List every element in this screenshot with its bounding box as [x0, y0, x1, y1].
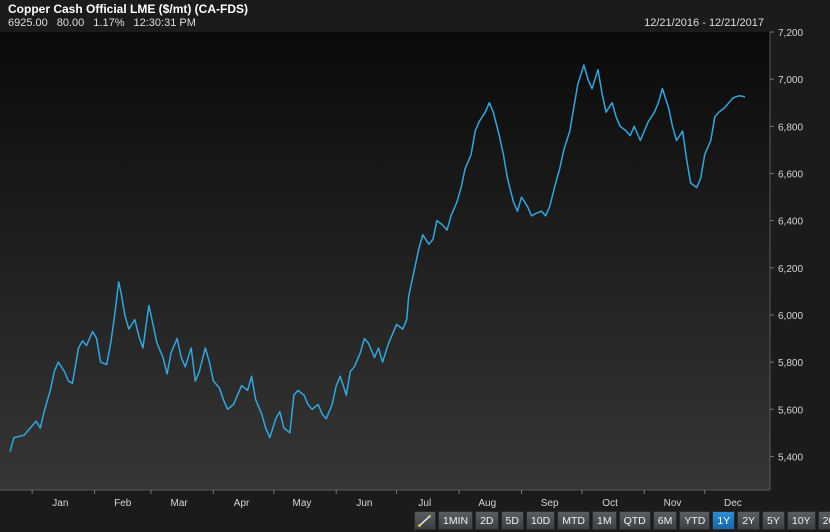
x-tick-label: Nov — [664, 498, 682, 509]
range-button-2y[interactable]: 2Y — [737, 511, 761, 530]
x-tick-label: Sep — [541, 498, 559, 509]
chart-header: Copper Cash Official LME ($/mt) (CA-FDS)… — [0, 0, 830, 32]
range-button-6m[interactable]: 6M — [652, 511, 678, 530]
plot-area — [0, 32, 770, 490]
x-tick-label: Dec — [724, 498, 742, 509]
range-toolbar: 1MIN2D5D10DMTD1MQTD6MYTD1Y2Y5Y10Y20Y 31 — [414, 511, 830, 530]
y-tick-label: 6,400 — [778, 217, 803, 228]
y-tick-label: 7,200 — [778, 28, 803, 39]
range-button-2d[interactable]: 2D — [475, 511, 499, 530]
x-tick-label: Jul — [418, 498, 431, 509]
quote-line: 6925.00 80.00 1.17% 12:30:31 PM — [8, 17, 205, 29]
chart-title: Copper Cash Official LME ($/mt) (CA-FDS) — [8, 2, 249, 16]
y-tick-label: 6,800 — [778, 122, 803, 133]
range-button-10y[interactable]: 10Y — [786, 511, 816, 530]
y-tick-label: 7,000 — [778, 75, 803, 86]
range-button-10d[interactable]: 10D — [525, 511, 556, 530]
price-change-percent: 1.17% — [93, 17, 125, 29]
range-button-ytd[interactable]: YTD — [679, 511, 711, 530]
range-button-qtd[interactable]: QTD — [618, 511, 651, 530]
range-button-1y[interactable]: 1Y — [712, 511, 736, 530]
y-tick-label: 5,600 — [778, 405, 803, 416]
y-tick-label: 5,400 — [778, 452, 803, 463]
range-button-group: 1MIN2D5D10DMTD1MQTD6MYTD1Y2Y5Y10Y20Y — [438, 511, 830, 530]
x-tick-label: May — [293, 498, 312, 509]
x-tick-label: Feb — [114, 498, 132, 509]
quote-time: 12:30:31 PM — [133, 17, 196, 29]
y-tick-label: 6,600 — [778, 169, 803, 180]
range-button-5y[interactable]: 5Y — [762, 511, 785, 530]
range-button-5d[interactable]: 5D — [500, 511, 524, 530]
last-price: 6925.00 — [8, 17, 48, 29]
y-tick-label: 6,200 — [778, 264, 803, 275]
y-tick-label: 5,800 — [778, 358, 803, 369]
range-button-20y[interactable]: 20Y — [817, 511, 830, 530]
x-tick-label: Apr — [234, 498, 250, 509]
range-button-1min[interactable]: 1MIN — [438, 511, 474, 530]
x-tick-label: Aug — [478, 498, 496, 509]
x-tick-label: Oct — [602, 498, 618, 509]
date-range: 12/21/2016 - 12/21/2017 — [644, 17, 764, 29]
x-tick-label: Jan — [52, 498, 68, 509]
price-line — [9, 64, 746, 452]
x-tick-label: Mar — [171, 498, 189, 509]
price-change: 80.00 — [56, 17, 85, 29]
y-tick-label: 6,000 — [778, 311, 803, 322]
x-tick-label: Jun — [356, 498, 372, 509]
range-button-1m[interactable]: 1M — [591, 511, 617, 530]
draw-tool-icon[interactable] — [414, 511, 436, 530]
range-button-mtd[interactable]: MTD — [557, 511, 590, 530]
